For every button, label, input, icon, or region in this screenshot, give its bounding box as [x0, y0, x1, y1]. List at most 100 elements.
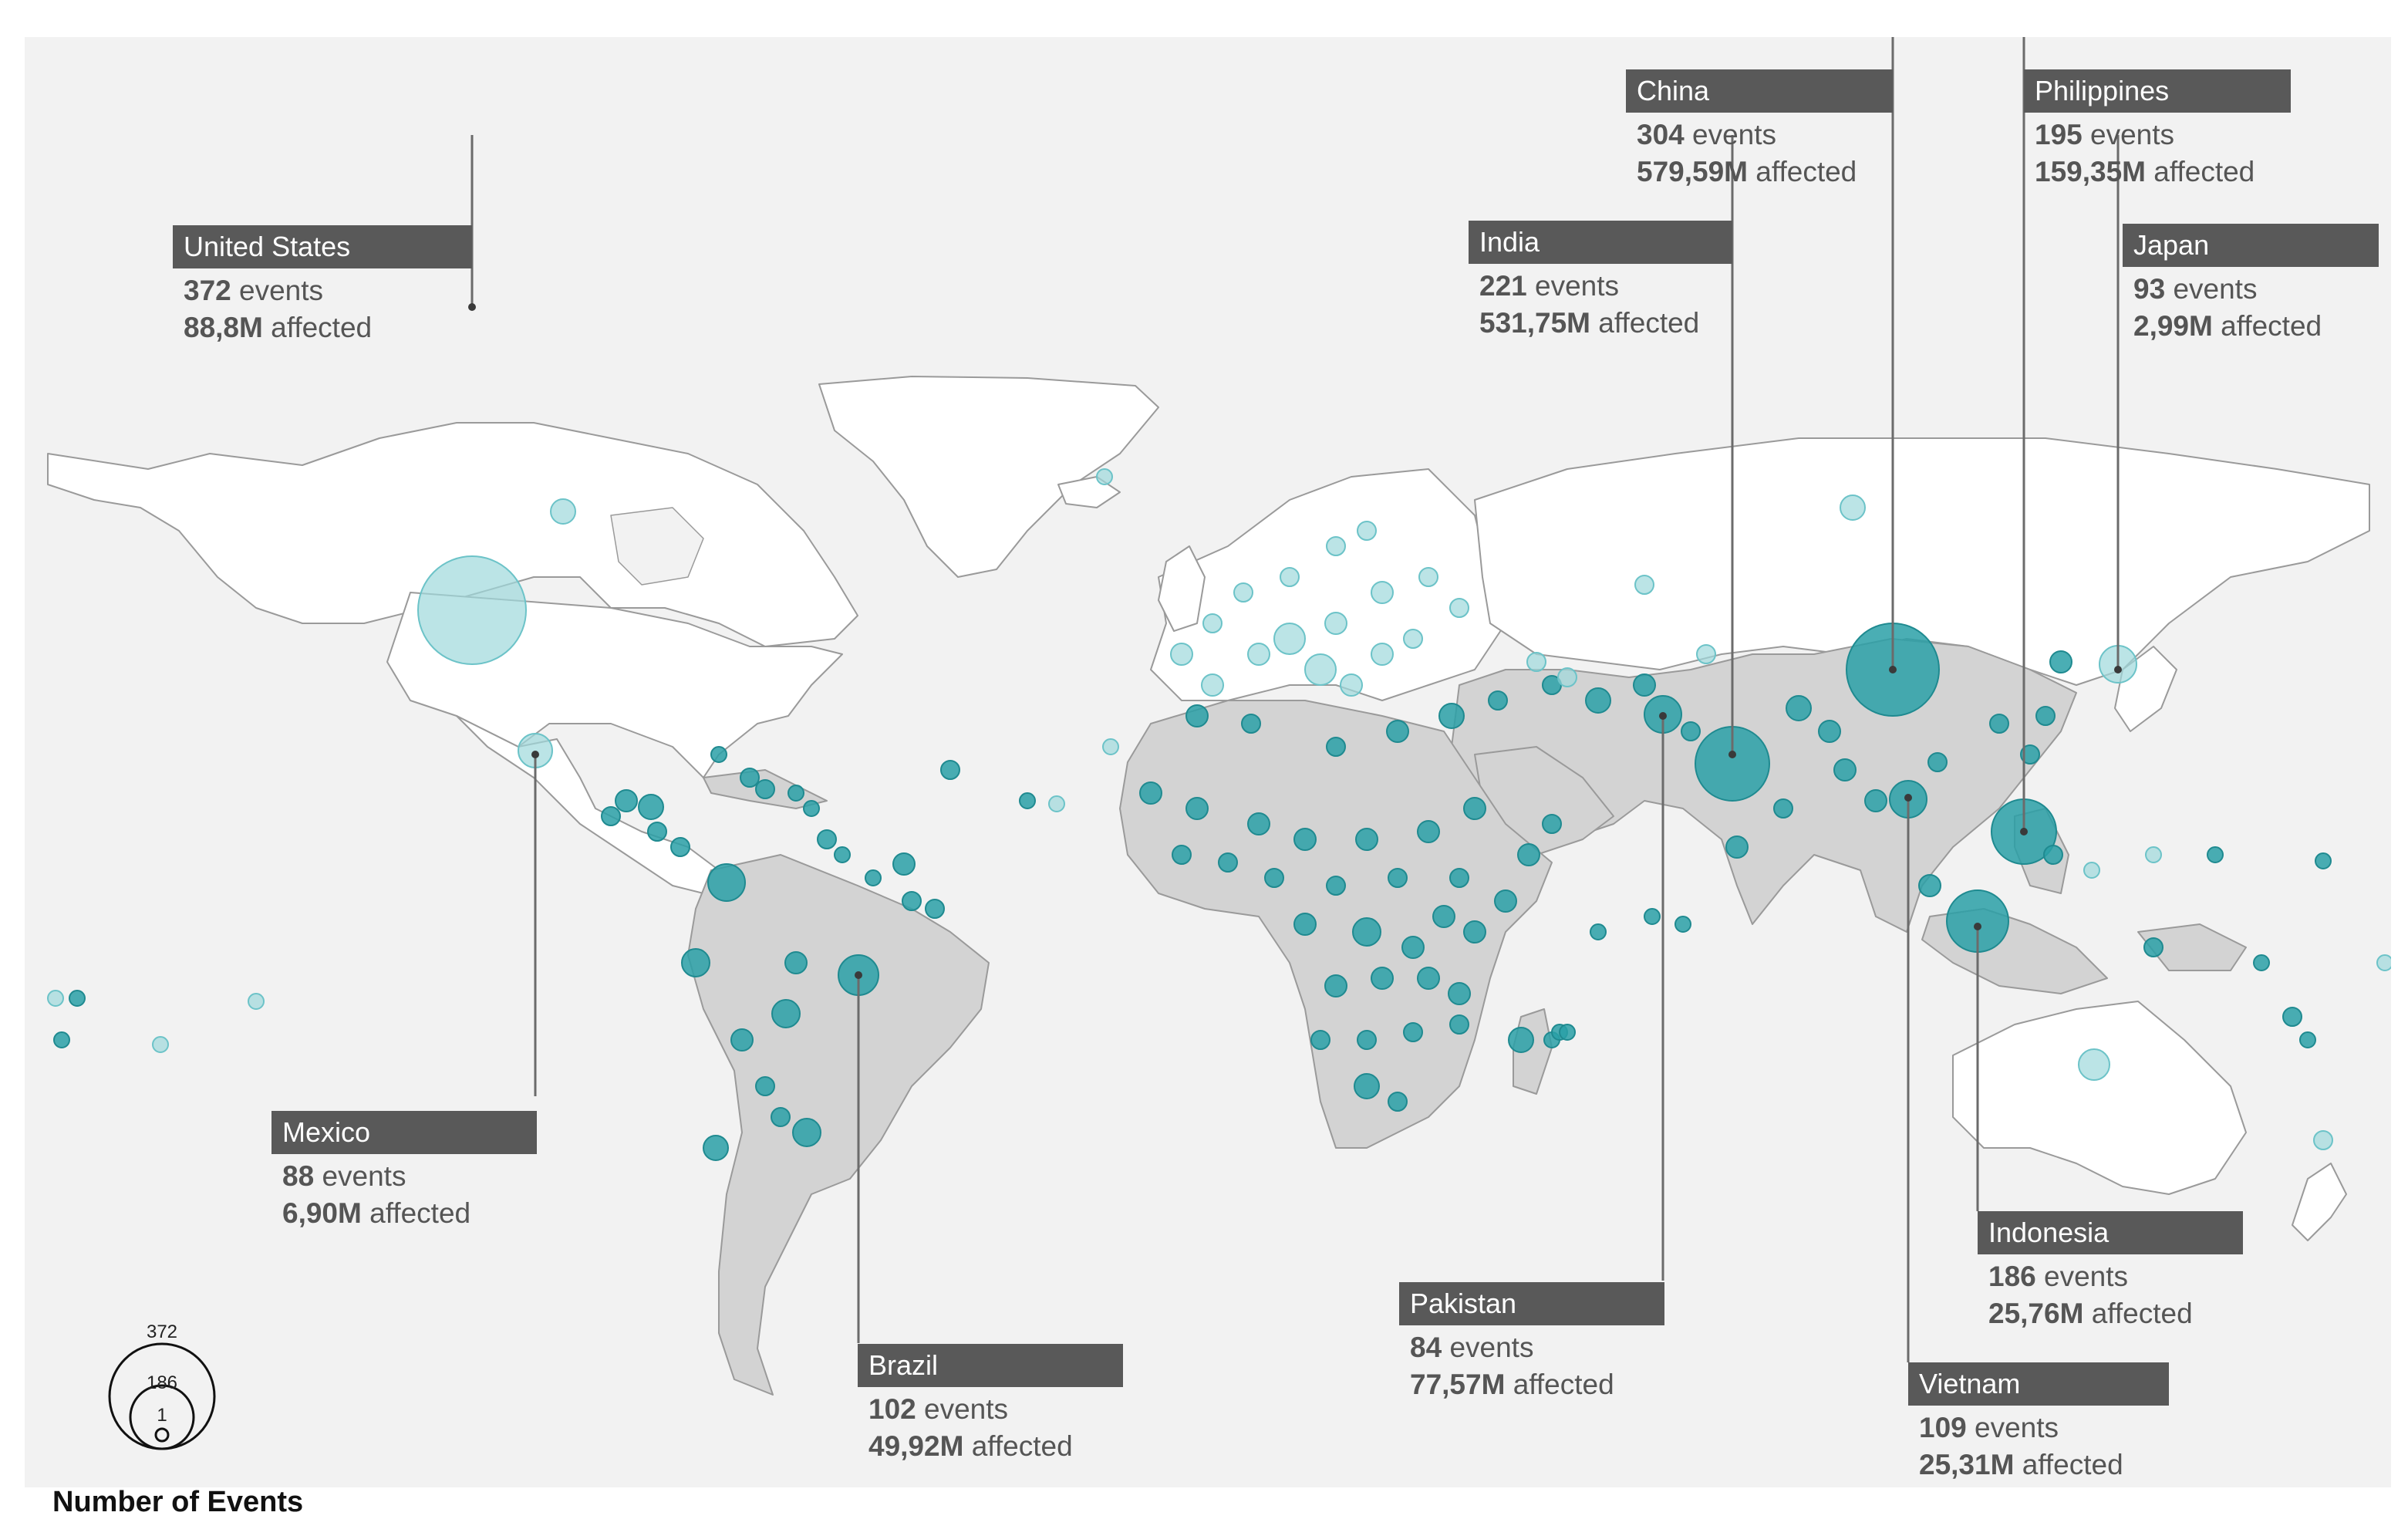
land-south-america: [687, 854, 990, 1396]
callout-affected-value: 49,92M: [868, 1430, 964, 1462]
event-bubble: [1463, 797, 1486, 820]
callout-affected-value: 579,59M: [1637, 156, 1748, 187]
event-bubble: [902, 891, 922, 911]
callout-events: 221 events: [1479, 270, 1619, 302]
callout-country-name: Japan: [2123, 224, 2379, 267]
event-bubble: [2078, 1048, 2110, 1081]
callout-country-name: Brazil: [858, 1344, 1123, 1387]
callout-events-value: 221: [1479, 270, 1527, 302]
leader-dot-china: [1889, 666, 1897, 673]
callout-affected-value: 6,90M: [282, 1197, 362, 1229]
event-bubble: [787, 785, 804, 802]
event-bubble: [2207, 846, 2224, 863]
event-bubble: [1218, 852, 1238, 873]
callout-country-name: Mexico: [271, 1111, 537, 1154]
callout-affected-value: 159,35M: [2035, 156, 2146, 187]
event-bubble: [1590, 923, 1607, 940]
event-bubble: [1139, 781, 1162, 805]
event-bubble: [707, 863, 746, 902]
callout-country-name: India: [1469, 221, 1732, 264]
legend-label-372: 372: [147, 1322, 177, 1342]
event-bubble: [1438, 703, 1465, 729]
event-bubble: [730, 1028, 754, 1051]
event-bubble: [1432, 905, 1455, 928]
event-bubble: [2043, 845, 2063, 865]
callout-events-value: 186: [1988, 1261, 2036, 1292]
event-bubble: [1371, 643, 1394, 666]
callout-events-unit: events: [2173, 273, 2258, 305]
callout-affected: 579,59M affected: [1637, 156, 1857, 188]
event-bubble: [1247, 643, 1270, 666]
event-bubble: [1401, 936, 1425, 959]
event-bubble: [1449, 1014, 1469, 1035]
event-bubble: [1696, 644, 1716, 664]
callout-events-value: 195: [2035, 119, 2083, 150]
callout-affected-unit: affected: [2153, 156, 2255, 187]
event-bubble: [2049, 650, 2072, 673]
callout-affected: 25,31M affected: [1919, 1449, 2123, 1481]
land-australia: [1952, 1001, 2247, 1195]
callout-affected: 88,8M affected: [184, 312, 372, 344]
callout-events: 88 events: [282, 1160, 406, 1193]
event-bubble: [1449, 868, 1469, 888]
event-bubble: [740, 768, 760, 788]
callout-affected-unit: affected: [1513, 1369, 1614, 1400]
event-bubble: [1352, 917, 1381, 947]
event-bubble: [1786, 695, 1812, 721]
event-bubble: [1559, 1024, 1576, 1041]
event-bubble: [755, 1076, 775, 1096]
callout-events-unit: events: [1692, 119, 1777, 150]
event-bubble: [2083, 862, 2100, 879]
event-bubble: [784, 951, 808, 974]
event-bubble: [1102, 738, 1119, 755]
event-bubble: [1488, 690, 1508, 711]
callout-affected-unit: affected: [2221, 310, 2322, 342]
callout-affected: 25,76M affected: [1988, 1298, 2193, 1330]
event-bubble: [1634, 575, 1654, 595]
event-bubble: [1417, 820, 1440, 843]
event-bubble: [1833, 758, 1857, 781]
event-bubble: [1386, 720, 1409, 743]
event-bubble: [1557, 667, 1577, 687]
event-bubble: [2145, 846, 2162, 863]
event-bubble: [1388, 868, 1408, 888]
event-bubble: [1280, 567, 1300, 587]
event-bubble: [1388, 1092, 1408, 1112]
callout-events-value: 109: [1919, 1412, 1967, 1443]
callout-affected-unit: affected: [2091, 1298, 2193, 1329]
callout-china: China 304 events 579,59M affected: [1626, 69, 1893, 201]
event-bubble: [47, 990, 64, 1007]
event-bubble: [892, 852, 916, 876]
callout-events-unit: events: [2044, 1261, 2129, 1292]
event-bubble: [2299, 1031, 2316, 1048]
callout-affected-unit: affected: [971, 1430, 1073, 1462]
callout-events-value: 84: [1410, 1332, 1442, 1363]
callout-events: 102 events: [868, 1393, 1008, 1426]
event-bubble: [1247, 812, 1270, 835]
event-bubble: [1241, 714, 1261, 734]
event-bubble: [2020, 744, 2040, 765]
event-bubble: [1293, 828, 1317, 851]
callout-japan: Japan 93 events 2,99M affected: [2123, 224, 2379, 355]
event-bubble: [1403, 629, 1423, 649]
callout-events-unit: events: [1535, 270, 1620, 302]
callout-mexico: Mexico 88 events 6,90M affected: [271, 1111, 537, 1242]
callout-events-value: 102: [868, 1393, 916, 1425]
event-bubble: [834, 846, 851, 863]
event-bubble: [601, 806, 621, 826]
event-bubble: [1304, 653, 1337, 686]
callout-brazil: Brazil 102 events 49,92M affected: [858, 1344, 1123, 1475]
leader-dot-india: [1728, 751, 1736, 758]
callout-events-unit: events: [1975, 1412, 2059, 1443]
event-bubble: [1170, 643, 1193, 666]
callout-affected: 77,57M affected: [1410, 1369, 1614, 1401]
land-hudson-bay: [610, 507, 704, 586]
callout-vietnam: Vietnam 109 events 25,31M affected: [1908, 1362, 2169, 1494]
event-bubble: [1019, 792, 1036, 809]
callout-events-unit: events: [924, 1393, 1009, 1425]
event-bubble: [1633, 673, 1656, 697]
callout-events: 195 events: [2035, 119, 2174, 151]
callout-affected-unit: affected: [369, 1197, 471, 1229]
legend-circle-372: [108, 1342, 216, 1450]
callout-events: 93 events: [2133, 273, 2257, 305]
